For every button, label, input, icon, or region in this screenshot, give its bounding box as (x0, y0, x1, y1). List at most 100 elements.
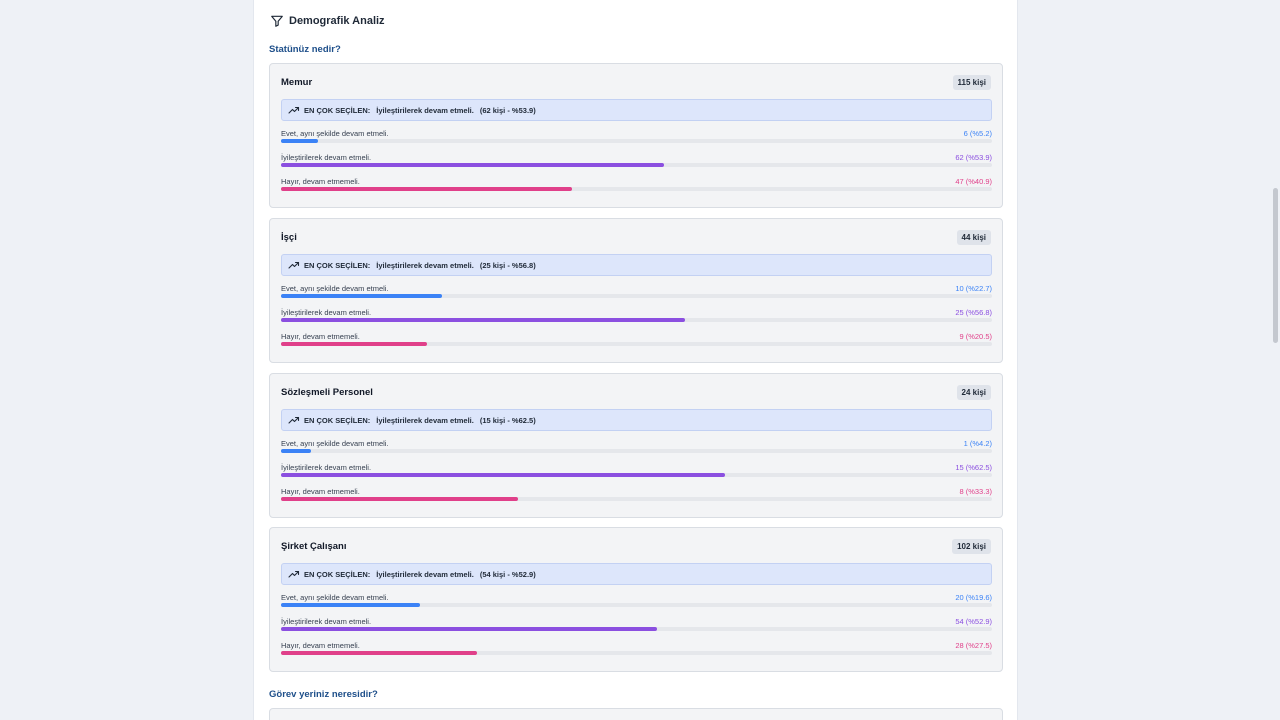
progress-track (281, 163, 992, 167)
answer-option: Hayır, devam etmemeli. 28 (%27.5) (281, 641, 992, 665)
progress-fill (281, 603, 421, 607)
top-choice-label: EN ÇOK SEÇİLEN: (304, 105, 371, 115)
answer-option: Evet, aynı şekilde devam etmeli. 20 (%19… (281, 593, 992, 617)
trending-up-icon (288, 106, 300, 114)
top-choice-answer: İyileştirilerek devam etmeli. (376, 260, 474, 270)
question-workplace: Görev yeriniz neresidir? (269, 689, 378, 700)
option-value: 10 (%22.7) (955, 284, 992, 293)
option-value: 8 (%33.3) (959, 487, 992, 496)
trending-up-icon (288, 570, 300, 578)
scrollbar-thumb[interactable] (1273, 188, 1278, 343)
answer-option: İyileştirilerek devam etmeli. 15 (%62.5) (281, 463, 992, 487)
option-label: Hayır, devam etmemeli. (281, 332, 360, 341)
card-title: İşçi (281, 232, 297, 243)
top-choice-banner: EN ÇOK SEÇİLEN: İyileştirilerek devam et… (281, 254, 992, 276)
answer-option: Evet, aynı şekilde devam etmeli. 6 (%5.2… (281, 129, 992, 153)
top-choice-detail: (54 kişi - %52.9) (479, 569, 536, 579)
section-header: Demografik Analiz (270, 14, 385, 28)
option-label: İyileştirilerek devam etmeli. (281, 463, 372, 472)
next-card (269, 708, 1003, 720)
progress-track (281, 449, 992, 453)
progress-track (281, 497, 992, 501)
option-label: Hayır, devam etmemeli. (281, 177, 360, 186)
card-title: Sözleşmeli Personel (281, 387, 373, 398)
progress-track (281, 187, 992, 191)
question-status: Statünüz nedir? (269, 44, 341, 55)
answer-option: İyileştirilerek devam etmeli. 54 (%52.9) (281, 617, 992, 641)
option-label: Evet, aynı şekilde devam etmeli. (281, 439, 389, 448)
answer-option: İyileştirilerek devam etmeli. 62 (%53.9) (281, 153, 992, 177)
trending-up-icon (288, 261, 300, 269)
top-choice-detail: (25 kişi - %56.8) (479, 260, 536, 270)
answer-option: Evet, aynı şekilde devam etmeli. 10 (%22… (281, 284, 992, 308)
progress-fill (281, 473, 726, 477)
progress-fill (281, 651, 477, 655)
option-value: 25 (%56.8) (955, 308, 992, 317)
option-value: 62 (%53.9) (955, 153, 992, 162)
top-choice-label: EN ÇOK SEÇİLEN: (304, 260, 371, 270)
option-value: 9 (%20.5) (959, 332, 992, 341)
top-choice-label: EN ÇOK SEÇİLEN: (304, 415, 371, 425)
analysis-panel: Demografik Analiz Statünüz nedir? Memur … (253, 0, 1018, 720)
progress-fill (281, 497, 518, 501)
progress-track (281, 294, 992, 298)
count-badge: 115 kişi (952, 75, 991, 90)
top-choice-answer: İyileştirilerek devam etmeli. (376, 415, 474, 425)
filter-icon (271, 15, 283, 27)
progress-fill (281, 139, 318, 143)
top-choice-answer: İyileştirilerek devam etmeli. (376, 105, 474, 115)
progress-track (281, 627, 992, 631)
option-label: Evet, aynı şekilde devam etmeli. (281, 593, 389, 602)
progress-fill (281, 163, 665, 167)
section-title: Demografik Analiz (289, 15, 385, 27)
progress-track (281, 318, 992, 322)
option-value: 15 (%62.5) (955, 463, 992, 472)
top-choice-label: EN ÇOK SEÇİLEN: (304, 569, 371, 579)
answer-option: Hayır, devam etmemeli. 47 (%40.9) (281, 177, 992, 201)
progress-fill (281, 318, 685, 322)
answer-option: İyileştirilerek devam etmeli. 25 (%56.8) (281, 308, 992, 332)
option-value: 20 (%19.6) (955, 593, 992, 602)
option-label: İyileştirilerek devam etmeli. (281, 308, 372, 317)
top-choice-banner: EN ÇOK SEÇİLEN: İyileştirilerek devam et… (281, 409, 992, 431)
top-choice-answer: İyileştirilerek devam etmeli. (376, 569, 474, 579)
option-label: Evet, aynı şekilde devam etmeli. (281, 284, 389, 293)
progress-fill (281, 187, 572, 191)
status-card: Memur 115 kişi EN ÇOK SEÇİLEN: İyileştir… (269, 63, 1003, 208)
progress-fill (281, 627, 658, 631)
card-title: Memur (281, 77, 313, 88)
count-badge: 24 kişi (956, 385, 991, 400)
top-choice-detail: (15 kişi - %62.5) (479, 415, 536, 425)
option-label: Hayır, devam etmemeli. (281, 641, 360, 650)
option-label: İyileştirilerek devam etmeli. (281, 617, 372, 626)
option-value: 47 (%40.9) (955, 177, 992, 186)
option-value: 1 (%4.2) (963, 439, 992, 448)
answer-option: Hayır, devam etmemeli. 8 (%33.3) (281, 487, 992, 511)
answer-option: Evet, aynı şekilde devam etmeli. 1 (%4.2… (281, 439, 992, 463)
trending-up-icon (288, 416, 300, 424)
scrollbar[interactable] (1270, 0, 1280, 720)
top-choice-banner: EN ÇOK SEÇİLEN: İyileştirilerek devam et… (281, 99, 992, 121)
progress-fill (281, 294, 443, 298)
card-title: Şirket Çalışanı (281, 541, 347, 552)
option-value: 6 (%5.2) (963, 129, 992, 138)
status-card: İşçi 44 kişi EN ÇOK SEÇİLEN: İyileştiril… (269, 218, 1003, 363)
status-card: Şirket Çalışanı 102 kişi EN ÇOK SEÇİLEN:… (269, 527, 1003, 672)
option-label: Hayır, devam etmemeli. (281, 487, 360, 496)
progress-fill (281, 449, 311, 453)
progress-track (281, 651, 992, 655)
progress-track (281, 139, 992, 143)
progress-track (281, 603, 992, 607)
option-label: Evet, aynı şekilde devam etmeli. (281, 129, 389, 138)
top-choice-detail: (62 kişi - %53.9) (479, 105, 536, 115)
status-card: Sözleşmeli Personel 24 kişi EN ÇOK SEÇİL… (269, 373, 1003, 518)
progress-track (281, 342, 992, 346)
progress-fill (281, 342, 427, 346)
count-badge: 102 kişi (952, 539, 991, 554)
progress-track (281, 473, 992, 477)
answer-option: Hayır, devam etmemeli. 9 (%20.5) (281, 332, 992, 356)
count-badge: 44 kişi (956, 230, 991, 245)
option-value: 54 (%52.9) (955, 617, 992, 626)
top-choice-banner: EN ÇOK SEÇİLEN: İyileştirilerek devam et… (281, 563, 992, 585)
option-value: 28 (%27.5) (955, 641, 992, 650)
